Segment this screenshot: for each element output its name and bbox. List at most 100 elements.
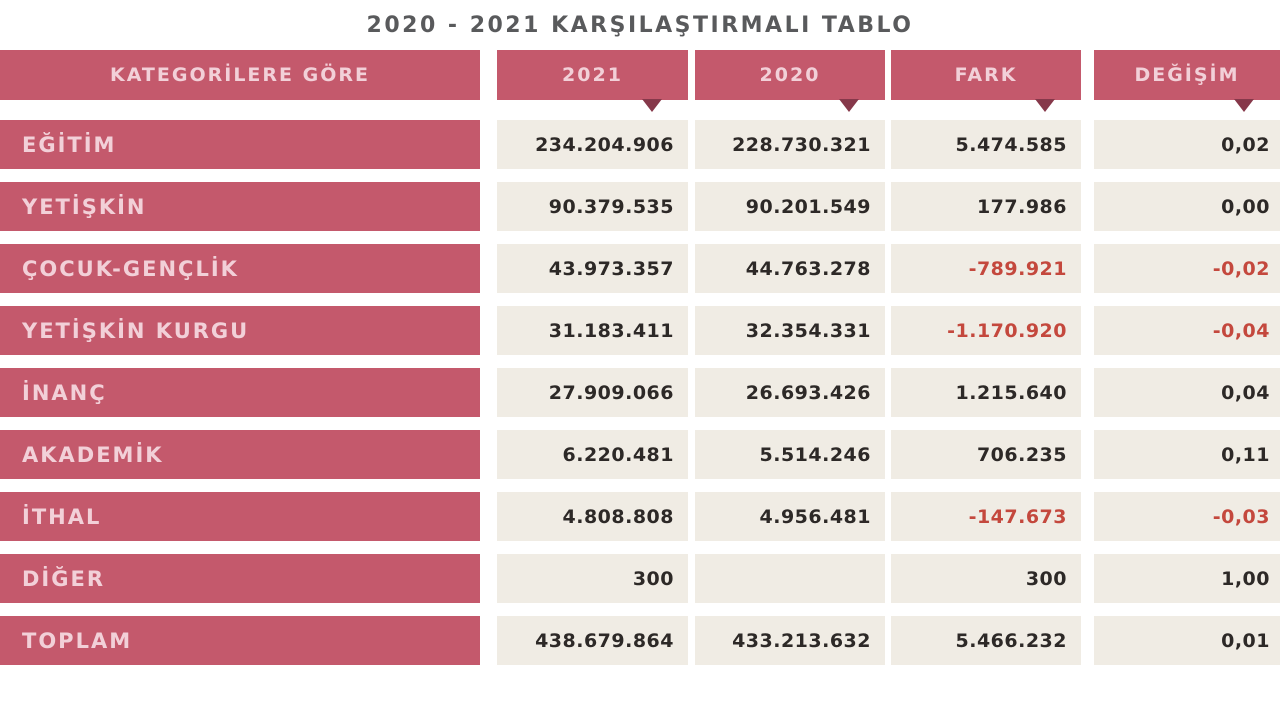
table-row: İNANÇ 27.909.066 26.693.426 1.215.640 0,… [0, 368, 1280, 417]
header-2021-label: 2021 [562, 64, 623, 86]
column-gap [1081, 492, 1094, 541]
category-cell: DİĞER [0, 554, 480, 603]
fark-cell: -147.673 [891, 492, 1081, 541]
degisim-cell: 1,00 [1094, 554, 1280, 603]
header-2020: 2020 [695, 50, 885, 112]
table-row: DİĞER 300 300 1,00 [0, 554, 1280, 603]
column-gap [688, 244, 695, 293]
column-gap [688, 182, 695, 231]
value-2020-cell: 90.201.549 [695, 182, 885, 231]
column-gap [480, 182, 497, 231]
value-2021-cell: 438.679.864 [497, 616, 688, 665]
fark-cell: -789.921 [891, 244, 1081, 293]
table-row: ÇOCUK-GENÇLİK 43.973.357 44.763.278 -789… [0, 244, 1280, 293]
fark-cell: 177.986 [891, 182, 1081, 231]
value-2021-cell: 4.808.808 [497, 492, 688, 541]
column-gap [480, 244, 497, 293]
column-gap [480, 120, 497, 169]
header-2020-label: 2020 [759, 64, 821, 86]
header-degisim: DEĞİŞİM [1094, 50, 1280, 112]
header-degisim-label: DEĞİŞİM [1134, 64, 1240, 86]
column-gap [1081, 50, 1094, 100]
column-gap [688, 430, 695, 479]
column-gap [1081, 244, 1094, 293]
table-row: EĞİTİM 234.204.906 228.730.321 5.474.585… [0, 120, 1280, 169]
category-cell: İNANÇ [0, 368, 480, 417]
page-title: 2020 - 2021 KARŞILAŞTIRMALI TABLO [366, 13, 914, 38]
table-row: AKADEMİK 6.220.481 5.514.246 706.235 0,1… [0, 430, 1280, 479]
header-2021: 2021 [497, 50, 688, 112]
column-gap [1081, 616, 1094, 665]
column-gap [1081, 430, 1094, 479]
column-gap [688, 368, 695, 417]
value-2020-cell: 26.693.426 [695, 368, 885, 417]
header-pointer-icon [839, 99, 859, 112]
value-2021-cell: 90.379.535 [497, 182, 688, 231]
header-fark: FARK [891, 50, 1081, 112]
value-2021-cell: 27.909.066 [497, 368, 688, 417]
column-gap [688, 492, 695, 541]
degisim-cell: 0,01 [1094, 616, 1280, 665]
table-header-row: KATEGORİLERE GÖRE 2021 2020 FARK DEĞİŞİM [0, 50, 1280, 112]
degisim-cell: 0,02 [1094, 120, 1280, 169]
degisim-cell: -0,03 [1094, 492, 1280, 541]
column-gap [688, 50, 695, 100]
header-category: KATEGORİLERE GÖRE [0, 50, 480, 100]
fark-cell: -1.170.920 [891, 306, 1081, 355]
header-pointer-icon [1234, 99, 1254, 112]
value-2021-cell: 43.973.357 [497, 244, 688, 293]
degisim-cell: 0,04 [1094, 368, 1280, 417]
category-cell: İTHAL [0, 492, 480, 541]
table-row: YETİŞKİN 90.379.535 90.201.549 177.986 0… [0, 182, 1280, 231]
table-row-total: TOPLAM 438.679.864 433.213.632 5.466.232… [0, 616, 1280, 665]
degisim-cell: 0,11 [1094, 430, 1280, 479]
category-cell: AKADEMİK [0, 430, 480, 479]
header-pointer-icon [642, 99, 662, 112]
category-cell: TOPLAM [0, 616, 480, 665]
category-cell: YETİŞKİN KURGU [0, 306, 480, 355]
degisim-cell: 0,00 [1094, 182, 1280, 231]
fark-cell: 300 [891, 554, 1081, 603]
value-2020-cell: 228.730.321 [695, 120, 885, 169]
header-pointer-icon [1035, 99, 1055, 112]
column-gap [480, 616, 497, 665]
column-gap [1081, 182, 1094, 231]
value-2021-cell: 6.220.481 [497, 430, 688, 479]
value-2021-cell: 234.204.906 [497, 120, 688, 169]
column-gap [688, 120, 695, 169]
table-row: YETİŞKİN KURGU 31.183.411 32.354.331 -1.… [0, 306, 1280, 355]
degisim-cell: -0,02 [1094, 244, 1280, 293]
column-gap [480, 306, 497, 355]
column-gap [688, 616, 695, 665]
column-gap [480, 492, 497, 541]
column-gap [1081, 120, 1094, 169]
value-2020-cell: 433.213.632 [695, 616, 885, 665]
table-row: İTHAL 4.808.808 4.956.481 -147.673 -0,03 [0, 492, 1280, 541]
column-gap [1081, 554, 1094, 603]
category-cell: YETİŞKİN [0, 182, 480, 231]
column-gap [688, 306, 695, 355]
value-2021-cell: 31.183.411 [497, 306, 688, 355]
header-fark-label: FARK [954, 64, 1018, 86]
column-gap [480, 430, 497, 479]
column-gap [688, 554, 695, 603]
category-cell: EĞİTİM [0, 120, 480, 169]
fark-cell: 706.235 [891, 430, 1081, 479]
value-2020-cell: 32.354.331 [695, 306, 885, 355]
comparison-table: KATEGORİLERE GÖRE 2021 2020 FARK DEĞİŞİM… [0, 50, 1280, 665]
value-2020-cell [695, 554, 885, 603]
column-gap [1081, 306, 1094, 355]
value-2020-cell: 4.956.481 [695, 492, 885, 541]
fark-cell: 5.466.232 [891, 616, 1081, 665]
degisim-cell: -0,04 [1094, 306, 1280, 355]
fark-cell: 1.215.640 [891, 368, 1081, 417]
column-gap [480, 368, 497, 417]
value-2020-cell: 44.763.278 [695, 244, 885, 293]
column-gap [480, 554, 497, 603]
category-cell: ÇOCUK-GENÇLİK [0, 244, 480, 293]
column-gap [480, 50, 497, 100]
value-2020-cell: 5.514.246 [695, 430, 885, 479]
value-2021-cell: 300 [497, 554, 688, 603]
column-gap [1081, 368, 1094, 417]
fark-cell: 5.474.585 [891, 120, 1081, 169]
